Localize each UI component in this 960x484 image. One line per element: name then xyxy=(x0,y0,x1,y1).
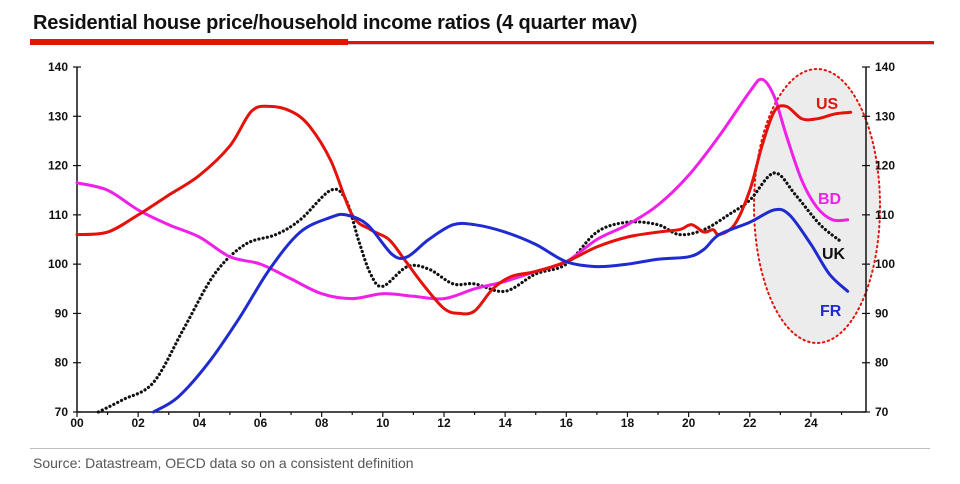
series-line-fr xyxy=(152,207,850,414)
title-rule-red xyxy=(30,41,934,44)
x-tick-label-10: 10 xyxy=(376,416,390,430)
source-note: Source: Datastream, OECD data so on a co… xyxy=(33,455,414,471)
x-tick-label-08: 08 xyxy=(315,416,329,430)
x-tick-label-20: 20 xyxy=(682,416,696,430)
axes: 70 70 80 80 90 90 100 100 110 110 120 120 130 130 140 1… xyxy=(48,60,895,430)
y-tick-label-left-120: 120 xyxy=(48,159,68,173)
x-tick-label-14: 14 xyxy=(498,416,512,430)
x-tick-label-06: 06 xyxy=(254,416,268,430)
y-tick-label-left-90: 90 xyxy=(55,306,69,320)
chart-title: Residential house price/household income… xyxy=(33,12,638,34)
x-tick-label-04: 04 xyxy=(193,416,207,430)
series-label-uk: UK xyxy=(822,246,846,263)
y-tick-label-right-110: 110 xyxy=(875,208,895,222)
y-tick-label-left-100: 100 xyxy=(48,257,68,271)
x-tick-label-18: 18 xyxy=(621,416,635,430)
title-accent-bar xyxy=(30,39,348,45)
y-tick-label-right-130: 130 xyxy=(875,109,895,123)
x-tick-label-22: 22 xyxy=(743,416,757,430)
series-labels: US BD UK FR xyxy=(816,96,846,320)
series-line-bd xyxy=(75,77,850,301)
y-tick-label-left-130: 130 xyxy=(48,109,68,123)
y-tick-label-right-90: 90 xyxy=(875,306,889,320)
y-tick-label-right-120: 120 xyxy=(875,159,895,173)
series-label-us: US xyxy=(816,96,839,113)
y-tick-label-right-80: 80 xyxy=(875,356,889,370)
x-tick-label-02: 02 xyxy=(131,416,145,430)
footer-rule xyxy=(30,448,930,449)
series-line-us xyxy=(75,104,853,316)
x-tick-label-24: 24 xyxy=(804,416,818,430)
x-tick-label-00: 00 xyxy=(70,416,84,430)
y-tick-label-left-70: 70 xyxy=(55,405,69,419)
series-lines xyxy=(75,77,853,414)
y-tick-label-right-100: 100 xyxy=(875,257,895,271)
y-tick-label-right-70: 70 xyxy=(875,405,889,419)
series-label-bd: BD xyxy=(818,191,841,208)
y-tick-label-right-140: 140 xyxy=(875,60,895,74)
x-tick-label-12: 12 xyxy=(437,416,451,430)
y-tick-label-left-110: 110 xyxy=(49,208,69,222)
series-label-fr: FR xyxy=(820,303,842,320)
y-tick-label-left-140: 140 xyxy=(48,60,68,74)
chart: 70 70 80 80 90 90 100 100 110 110 120 120 130 130 140 1… xyxy=(48,60,895,430)
y-tick-label-left-80: 80 xyxy=(55,356,69,370)
title-rule-grey xyxy=(30,43,934,45)
series-line-uk xyxy=(96,171,844,414)
x-tick-label-16: 16 xyxy=(560,416,574,430)
